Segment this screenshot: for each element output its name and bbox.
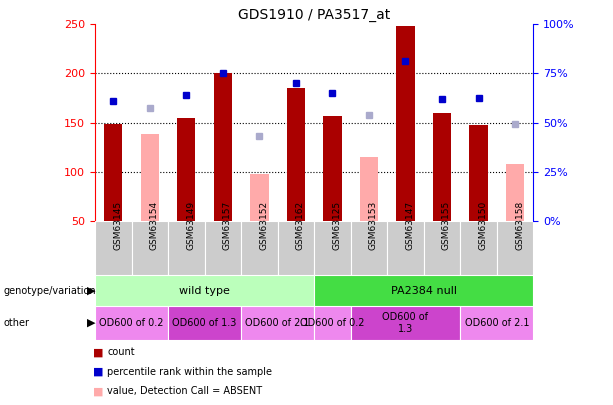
Text: genotype/variation: genotype/variation (3, 286, 96, 296)
Text: count: count (107, 347, 135, 357)
Text: GSM63147: GSM63147 (405, 200, 414, 249)
Bar (497, 221, 533, 275)
Bar (132, 221, 168, 275)
Bar (506, 164, 524, 221)
Bar (470, 126, 488, 221)
Text: GSM63152: GSM63152 (259, 200, 268, 249)
Text: ■: ■ (93, 386, 104, 396)
Text: OD600 of 1.3: OD600 of 1.3 (172, 318, 237, 328)
Bar (360, 157, 378, 221)
Text: OD600 of 0.2: OD600 of 0.2 (300, 318, 365, 328)
Text: wild type: wild type (179, 286, 230, 296)
Bar (433, 113, 451, 221)
Text: GSM63153: GSM63153 (369, 200, 378, 250)
Text: GSM63158: GSM63158 (515, 200, 524, 250)
Text: ▶: ▶ (86, 318, 95, 328)
Text: GSM63149: GSM63149 (186, 200, 196, 249)
Text: GSM63154: GSM63154 (150, 200, 159, 249)
Text: GSM63155: GSM63155 (442, 200, 451, 250)
Bar (205, 221, 241, 275)
Bar (460, 306, 533, 340)
Text: OD600 of 0.2: OD600 of 0.2 (99, 318, 164, 328)
Bar (241, 306, 314, 340)
Text: ▶: ▶ (86, 286, 95, 296)
Bar (351, 221, 387, 275)
Bar (351, 306, 460, 340)
Text: OD600 of 2.1: OD600 of 2.1 (465, 318, 529, 328)
Bar (140, 134, 159, 221)
Bar (287, 88, 305, 221)
Bar (95, 306, 168, 340)
Bar (168, 221, 205, 275)
Bar (241, 221, 278, 275)
Bar (314, 306, 351, 340)
Bar (177, 117, 196, 221)
Bar (95, 275, 314, 306)
Bar (250, 174, 268, 221)
Text: GSM63145: GSM63145 (113, 200, 122, 249)
Title: GDS1910 / PA3517_at: GDS1910 / PA3517_at (238, 8, 390, 22)
Text: other: other (3, 318, 29, 328)
Text: GSM63157: GSM63157 (223, 200, 232, 250)
Bar (460, 221, 497, 275)
Text: OD600 of 2.1: OD600 of 2.1 (245, 318, 310, 328)
Text: GSM63125: GSM63125 (332, 200, 341, 249)
Bar (314, 221, 351, 275)
Bar (95, 221, 132, 275)
Text: GSM63150: GSM63150 (479, 200, 487, 250)
Bar (168, 306, 241, 340)
Bar (104, 124, 123, 221)
Text: ■: ■ (93, 367, 104, 377)
Bar (278, 221, 314, 275)
Text: PA2384 null: PA2384 null (390, 286, 457, 296)
Bar (424, 221, 460, 275)
Text: ■: ■ (93, 347, 104, 357)
Text: value, Detection Call = ABSENT: value, Detection Call = ABSENT (107, 386, 262, 396)
Text: OD600 of
1.3: OD600 of 1.3 (383, 312, 428, 334)
Text: GSM63162: GSM63162 (296, 200, 305, 249)
Bar (387, 221, 424, 275)
Bar (314, 275, 533, 306)
Bar (397, 26, 414, 221)
Text: percentile rank within the sample: percentile rank within the sample (107, 367, 272, 377)
Bar (214, 73, 232, 221)
Bar (323, 116, 341, 221)
